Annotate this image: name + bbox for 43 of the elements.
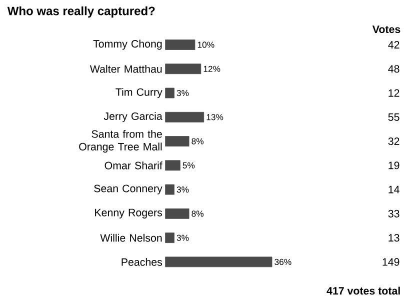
y-tick-label: Tim Curry (116, 88, 162, 98)
y-tick-label: Kenny Rogers (95, 208, 162, 218)
y-tick-label: Jerry Garcia (104, 112, 162, 122)
y-tick-label: Tommy Chong (93, 40, 162, 50)
text: 42 (388, 41, 400, 48)
bar (165, 88, 174, 98)
data-label: 10% (198, 42, 214, 48)
text: 417 votes total (326, 286, 400, 295)
text: 33 (388, 210, 400, 218)
data-label: 8% (192, 138, 204, 144)
y-tick-label: Walter Matthau (90, 64, 162, 73)
data-label: 12% (204, 66, 220, 72)
y-tick-label: Santa from the Orange Tree Mall (79, 130, 162, 153)
bar (165, 184, 174, 195)
text: 48 (388, 65, 400, 73)
text: 32 (388, 137, 400, 146)
text: 14 (388, 186, 400, 194)
bar (165, 208, 190, 219)
chart-title: Who was really captured? (7, 6, 155, 18)
bar (165, 40, 196, 50)
bar (165, 256, 272, 268)
text: 149 (382, 258, 400, 266)
y-tick-label: Omar Sharif (104, 161, 162, 170)
data-label: 8% (192, 210, 204, 217)
bar (165, 64, 202, 74)
data-label: 3% (176, 186, 189, 193)
data-label: 36% (274, 258, 292, 266)
bar (165, 232, 174, 244)
data-label: 3% (176, 234, 189, 241)
text: Votes (372, 26, 400, 34)
text: 55 (388, 113, 400, 121)
text: 19 (388, 162, 400, 170)
text: 12 (388, 89, 400, 97)
y-tick-label: Sean Connery (94, 184, 162, 194)
text: 13 (388, 234, 400, 242)
data-label: 13% (206, 114, 224, 120)
bar (165, 112, 204, 122)
data-label: 3% (176, 90, 189, 96)
y-tick-label: Peaches (122, 258, 162, 266)
data-label: 5% (182, 162, 195, 168)
y-tick-label: Willie Nelson (100, 234, 162, 242)
bar (165, 160, 180, 171)
bar (165, 136, 190, 146)
